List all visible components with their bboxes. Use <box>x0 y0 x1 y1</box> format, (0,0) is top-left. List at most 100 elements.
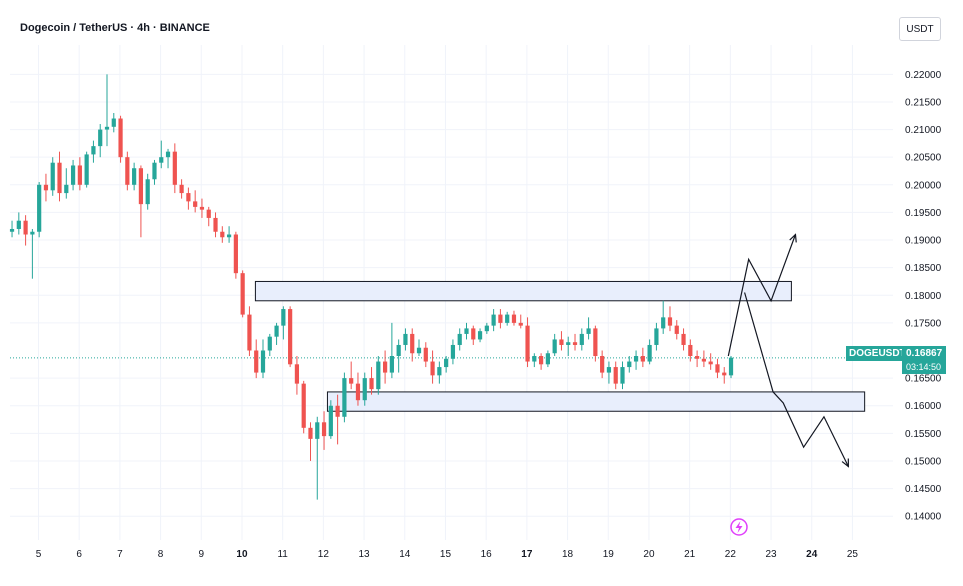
candle <box>193 190 198 213</box>
candle <box>315 416 320 500</box>
candle-body <box>640 356 645 362</box>
candle-body <box>715 364 720 373</box>
candle-body <box>274 325 279 337</box>
bar-countdown: 03:14:50 <box>902 361 946 374</box>
candle <box>274 322 279 345</box>
time-tick-label: 21 <box>684 549 696 560</box>
candle <box>288 306 293 368</box>
bearish-projection-arrowhead <box>841 458 849 468</box>
candle <box>132 162 137 191</box>
candle <box>722 367 727 384</box>
candle <box>362 372 367 406</box>
candle-body <box>369 378 374 390</box>
candle-body <box>667 317 673 326</box>
candle-body <box>349 378 354 384</box>
lightning-icon[interactable] <box>730 518 748 536</box>
candle <box>539 353 544 370</box>
price-tick-label: 0.22000 <box>905 70 942 81</box>
candle-body <box>695 356 700 359</box>
candle-body <box>70 165 76 185</box>
price-tick-label: 0.14000 <box>905 512 942 523</box>
candle <box>43 173 49 202</box>
candle-body <box>64 184 69 194</box>
time-tick-label: 25 <box>847 549 859 560</box>
candle <box>369 367 374 395</box>
candle-body <box>30 231 35 235</box>
candle-body <box>77 165 82 185</box>
candle-body <box>288 309 293 365</box>
candle-body <box>125 157 130 185</box>
candle <box>688 339 693 362</box>
candle <box>389 322 394 379</box>
candle <box>91 140 96 163</box>
candle <box>240 270 245 318</box>
candle <box>98 124 103 158</box>
candle <box>281 306 286 340</box>
time-tick-label: 22 <box>725 549 737 560</box>
candle-body <box>193 201 198 207</box>
candle <box>342 372 347 423</box>
candle-body <box>613 367 618 384</box>
candle <box>430 350 435 384</box>
candle-body <box>518 322 523 326</box>
price-tick-label: 0.20000 <box>905 180 942 191</box>
price-tick-label: 0.19000 <box>905 236 942 247</box>
candle-body <box>579 333 584 345</box>
time-tick-label: 15 <box>440 549 452 560</box>
candle <box>16 212 21 235</box>
chart-title: Dogecoin / TetherUS · 4h · BINANCE <box>20 22 210 34</box>
candle-body <box>376 361 381 390</box>
candle <box>30 228 35 279</box>
candle-body <box>532 356 537 362</box>
candle <box>9 220 15 238</box>
time-tick-label: 19 <box>603 549 615 560</box>
candle-body <box>23 220 28 235</box>
candle-body <box>267 336 272 351</box>
candle <box>505 311 510 326</box>
candle <box>701 350 706 368</box>
candle-body <box>708 361 713 365</box>
candle <box>145 173 150 210</box>
candle-body <box>138 168 144 205</box>
candle <box>267 333 272 357</box>
candle <box>661 300 666 334</box>
candle <box>206 206 211 227</box>
candle-body <box>661 317 666 329</box>
candle-body <box>206 209 211 218</box>
price-axis[interactable]: 0.22000 0.21500 0.21000 0.20500 0.20000 0.195… <box>905 70 942 523</box>
price-tick-label: 0.16000 <box>905 401 942 412</box>
candle <box>613 361 618 390</box>
time-axis[interactable]: 5 6 7 8 9 10 11 12 13 14 15 16 17 18 19 20 21 22 23 24 25 <box>36 549 859 560</box>
candle <box>444 356 449 373</box>
candle <box>620 361 625 390</box>
candle-body <box>165 151 171 158</box>
candle <box>233 231 238 279</box>
candle-body <box>728 357 734 376</box>
candle-body <box>16 220 21 229</box>
candle-body <box>98 129 103 147</box>
candle <box>64 168 69 199</box>
candle <box>138 165 144 238</box>
candle-body <box>159 157 164 163</box>
price-tick-label: 0.19500 <box>905 208 942 219</box>
candle <box>491 309 496 332</box>
price-tick-label: 0.14500 <box>905 484 942 495</box>
resistance-zone <box>254 280 792 302</box>
candle-body <box>430 361 435 376</box>
candle <box>226 226 232 243</box>
time-tick-label: 7 <box>117 549 123 560</box>
candle-body <box>111 118 116 127</box>
currency-button[interactable]: USDT <box>899 17 941 41</box>
candle <box>328 400 333 439</box>
candle <box>70 159 76 191</box>
price-tick-label: 0.18500 <box>905 263 942 274</box>
time-tick-label: 12 <box>318 549 330 560</box>
candle <box>572 333 578 351</box>
candle <box>410 328 415 362</box>
candle-body <box>681 333 686 345</box>
candle-body <box>688 344 693 357</box>
candle <box>152 159 157 185</box>
candle-body <box>220 231 225 238</box>
candle <box>125 151 130 191</box>
